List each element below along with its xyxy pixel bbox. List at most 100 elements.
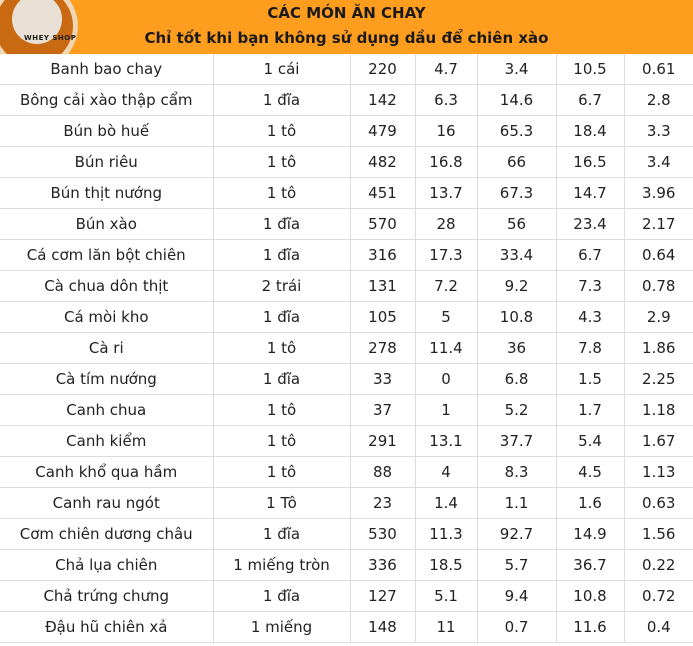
- carbs-cell: 3.4: [477, 54, 557, 85]
- page-subtitle: Chỉ tốt khi bạn không sử dụng dầu để chi…: [144, 29, 549, 47]
- serving-cell: 1 đĩa: [213, 208, 351, 240]
- carbs-cell: 6.8: [477, 363, 557, 395]
- protein-cell: 28: [415, 208, 478, 240]
- table-row: Canh kiểm 1 tô 291 13.1 37.7 5.4 1.67: [0, 425, 693, 457]
- food-name-cell: Bông cải xào thập cẩm: [0, 84, 214, 116]
- fat-cell: 1.5: [556, 363, 625, 395]
- fiber-cell: 1.86: [624, 332, 693, 364]
- protein-cell: 16.8: [415, 146, 478, 178]
- calories-cell: 131: [350, 270, 416, 302]
- fiber-cell: 0.22: [624, 549, 693, 581]
- calories-cell: 142: [350, 84, 416, 116]
- table-row: Chả lụa chiên 1 miếng tròn 336 18.5 5.7 36.7 0…: [0, 549, 693, 581]
- food-name-cell: Cà tím nướng: [0, 363, 214, 395]
- serving-cell: 1 miếng tròn: [213, 549, 351, 581]
- calories-cell: 291: [350, 425, 416, 457]
- fat-cell: 4.5: [556, 456, 625, 488]
- calories-cell: 33: [350, 363, 416, 395]
- protein-cell: 4: [415, 456, 478, 488]
- table-row: Cá cơm lăn bột chiên 1 đĩa 316 17.3 33.4 6.7 0…: [0, 239, 693, 271]
- serving-cell: 1 tô: [213, 332, 351, 364]
- page-title: CÁC MÓN ĂN CHAY: [267, 4, 426, 22]
- fat-cell: 14.9: [556, 518, 625, 550]
- table-row: Bún bò huế 1 tô 479 16 65.3 18.4 3.3: [0, 115, 693, 147]
- nutrition-table: Banh bao chay 1 cái 220 4.7 3.4 10.5 0.61 Bông …: [0, 54, 693, 643]
- calories-cell: 479: [350, 115, 416, 147]
- table-row: Cá mòi kho 1 đĩa 105 5 10.8 4.3 2.9: [0, 301, 693, 333]
- fiber-cell: 2.9: [624, 301, 693, 333]
- serving-cell: 1 đĩa: [213, 301, 351, 333]
- food-name-cell: Bún riêu: [0, 146, 214, 178]
- fiber-cell: 3.96: [624, 177, 693, 209]
- fiber-cell: 2.17: [624, 208, 693, 240]
- calories-cell: 37: [350, 394, 416, 426]
- calories-cell: 316: [350, 239, 416, 271]
- carbs-cell: 5.7: [477, 549, 557, 581]
- calories-cell: 220: [350, 54, 416, 85]
- serving-cell: 2 trái: [213, 270, 351, 302]
- table-row: Bún thịt nướng 1 tô 451 13.7 67.3 14.7 3.96: [0, 177, 693, 209]
- protein-cell: 11.3: [415, 518, 478, 550]
- food-name-cell: Đậu hũ chiên xả: [0, 611, 214, 643]
- serving-cell: 1 Tô: [213, 487, 351, 519]
- whey-shop-logo: WHEY SHOP: [0, 0, 84, 54]
- serving-cell: 1 đĩa: [213, 239, 351, 271]
- protein-cell: 1.4: [415, 487, 478, 519]
- calories-cell: 570: [350, 208, 416, 240]
- serving-cell: 1 tô: [213, 146, 351, 178]
- carbs-cell: 9.4: [477, 580, 557, 612]
- fat-cell: 5.4: [556, 425, 625, 457]
- fat-cell: 10.5: [556, 54, 625, 85]
- fiber-cell: 2.8: [624, 84, 693, 116]
- serving-cell: 1 tô: [213, 456, 351, 488]
- table-row: Cơm chiên dương châu 1 đĩa 530 11.3 92.7 14.9…: [0, 518, 693, 550]
- protein-cell: 5.1: [415, 580, 478, 612]
- fiber-cell: 0.64: [624, 239, 693, 271]
- food-name-cell: Cơm chiên dương châu: [0, 518, 214, 550]
- serving-cell: 1 cái: [213, 54, 351, 85]
- header-banner: WHEY SHOP CÁC MÓN ĂN CHAY Chỉ tốt khi bạ…: [0, 0, 693, 54]
- calories-cell: 482: [350, 146, 416, 178]
- serving-cell: 1 đĩa: [213, 580, 351, 612]
- carbs-cell: 36: [477, 332, 557, 364]
- logo-text: WHEY SHOP: [24, 34, 77, 42]
- calories-cell: 105: [350, 301, 416, 333]
- carbs-cell: 8.3: [477, 456, 557, 488]
- serving-cell: 1 tô: [213, 394, 351, 426]
- food-name-cell: Canh kiểm: [0, 425, 214, 457]
- fiber-cell: 2.25: [624, 363, 693, 395]
- protein-cell: 18.5: [415, 549, 478, 581]
- carbs-cell: 65.3: [477, 115, 557, 147]
- protein-cell: 4.7: [415, 54, 478, 85]
- fat-cell: 36.7: [556, 549, 625, 581]
- food-name-cell: Bún xào: [0, 208, 214, 240]
- food-name-cell: Canh rau ngót: [0, 487, 214, 519]
- food-name-cell: Canh khổ qua hầm: [0, 456, 214, 488]
- protein-cell: 7.2: [415, 270, 478, 302]
- food-name-cell: Canh chua: [0, 394, 214, 426]
- table-row: Canh khổ qua hầm 1 tô 88 4 8.3 4.5 1.13: [0, 456, 693, 488]
- protein-cell: 11: [415, 611, 478, 643]
- calories-cell: 88: [350, 456, 416, 488]
- fiber-cell: 1.56: [624, 518, 693, 550]
- fiber-cell: 0.63: [624, 487, 693, 519]
- table-row: Cà chua dôn thịt 2 trái 131 7.2 9.2 7.3 0.78: [0, 270, 693, 302]
- fat-cell: 23.4: [556, 208, 625, 240]
- carbs-cell: 56: [477, 208, 557, 240]
- carbs-cell: 37.7: [477, 425, 557, 457]
- table-row: Canh rau ngót 1 Tô 23 1.4 1.1 1.6 0.63: [0, 487, 693, 519]
- fiber-cell: 1.18: [624, 394, 693, 426]
- fiber-cell: 0.72: [624, 580, 693, 612]
- fat-cell: 4.3: [556, 301, 625, 333]
- carbs-cell: 92.7: [477, 518, 557, 550]
- serving-cell: 1 tô: [213, 425, 351, 457]
- food-name-cell: Chả trứng chưng: [0, 580, 214, 612]
- calories-cell: 127: [350, 580, 416, 612]
- fat-cell: 10.8: [556, 580, 625, 612]
- serving-cell: 1 tô: [213, 177, 351, 209]
- table-row: Bún riêu 1 tô 482 16.8 66 16.5 3.4: [0, 146, 693, 178]
- fiber-cell: 3.4: [624, 146, 693, 178]
- food-name-cell: Cá mòi kho: [0, 301, 214, 333]
- serving-cell: 1 đĩa: [213, 363, 351, 395]
- protein-cell: 13.1: [415, 425, 478, 457]
